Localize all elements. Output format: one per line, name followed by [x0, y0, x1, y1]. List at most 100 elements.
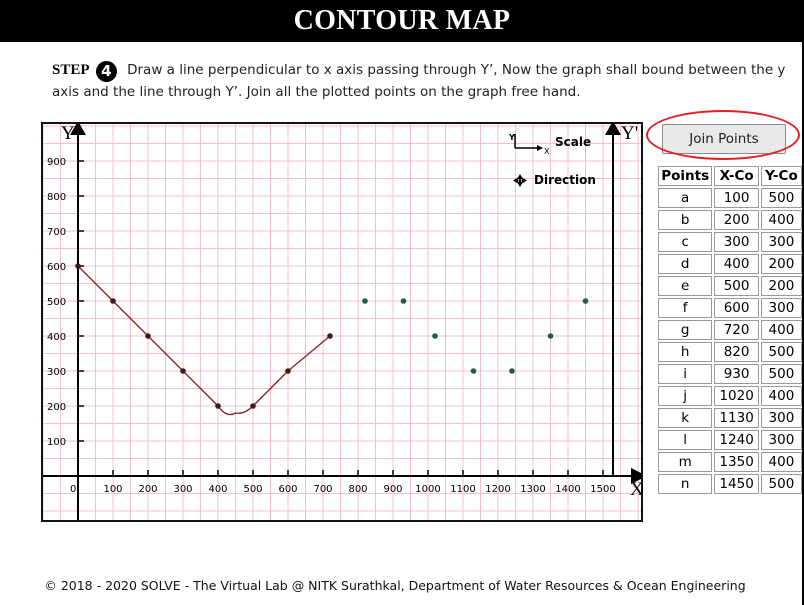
scale-icon-y: Y	[508, 133, 515, 142]
point-label-cell: i	[658, 364, 713, 384]
axis-tick-labels: 100 200 300 400 500 600 700 800 900 1000 1100 1200 1…	[47, 157, 616, 495]
table-row: c 300 300	[658, 232, 802, 252]
x-tick-label: 400	[208, 484, 227, 495]
scale-axes-icon: Y X	[508, 133, 550, 156]
y-axis-arrow-icon	[70, 124, 86, 135]
page-title: CONTOUR MAP	[293, 5, 511, 36]
contour-plot-svg[interactable]: 100 200 300 400 500 600 700 800 900 1000 1100 1200 1…	[43, 124, 641, 520]
data-point	[215, 403, 221, 409]
contour-plot-area[interactable]: 100 200 300 400 500 600 700 800 900 1000 1100 1200 1…	[41, 122, 643, 522]
x-tick-label: 1200	[485, 484, 510, 495]
footer-copyright: © 2018 - 2020 SOLVE - The Virtual Lab @ …	[44, 578, 746, 593]
x-tick-label: 1300	[520, 484, 545, 495]
point-label-cell: c	[658, 232, 713, 252]
y-tick-label: 900	[47, 157, 66, 168]
direction-legend: Direction	[513, 173, 596, 187]
x-coordinate-cell: 1020	[714, 386, 759, 406]
y-tick-label: 400	[47, 332, 66, 343]
y-prime-arrow-icon	[605, 124, 621, 135]
point-label-cell: d	[658, 254, 713, 274]
data-point	[75, 263, 81, 269]
scale-legend: Y X Scale	[508, 133, 591, 156]
plotted-points	[75, 263, 589, 409]
plot-axes	[43, 124, 641, 520]
x-tick-label: 1000	[415, 484, 440, 495]
origin-label: 0	[70, 484, 76, 495]
y-coordinate-cell: 400	[760, 386, 802, 406]
table-row: n 1450 500	[658, 474, 802, 494]
y-coordinate-cell: 500	[760, 342, 802, 362]
table-row: e 500 200	[658, 276, 802, 296]
x-tick-label: 500	[243, 484, 262, 495]
x-coordinate-cell: 500	[714, 276, 759, 296]
y-tick-label: 300	[47, 367, 66, 378]
x-coordinate-cell: 1350	[714, 452, 759, 472]
y-coordinate-cell: 500	[760, 474, 802, 494]
step-instructions: STEP 4 Draw a line perpendicular to x ax…	[52, 60, 792, 103]
data-point	[180, 368, 186, 374]
data-point	[432, 333, 438, 339]
y-coordinate-cell: 400	[760, 320, 802, 340]
data-point	[362, 298, 368, 304]
x-coordinate-cell: 930	[714, 364, 759, 384]
x-coordinate-cell: 1130	[714, 408, 759, 428]
y-coordinate-cell: 200	[760, 276, 802, 296]
table-row: i 930 500	[658, 364, 802, 384]
table-row: l 1240 300	[658, 430, 802, 450]
x-tick-label: 100	[103, 484, 122, 495]
y-coordinate-cell: 400	[760, 452, 802, 472]
y-axis-label: Y	[61, 124, 75, 144]
y-tick-label: 200	[47, 402, 66, 413]
y-tick-label: 600	[47, 262, 66, 273]
point-label-cell: g	[658, 320, 713, 340]
point-label-cell: h	[658, 342, 713, 362]
join-points-button[interactable]: Join Points	[662, 124, 786, 154]
step-text: Draw a line perpendicular to x axis pass…	[52, 62, 786, 100]
column-header-points: Points	[658, 166, 713, 186]
table-row: b 200 400	[658, 210, 802, 230]
x-tick-label: 200	[138, 484, 157, 495]
x-coordinate-cell: 820	[714, 342, 759, 362]
scale-label: Scale	[555, 135, 591, 149]
y-coordinate-cell: 300	[760, 298, 802, 318]
y-tick-label: 500	[47, 297, 66, 308]
x-tick-label: 1400	[555, 484, 580, 495]
x-coordinate-cell: 100	[714, 188, 759, 208]
x-coordinate-cell: 600	[714, 298, 759, 318]
scale-icon-x: X	[544, 147, 550, 156]
table-row: f 600 300	[658, 298, 802, 318]
direction-compass-icon	[513, 174, 527, 187]
point-label-cell: a	[658, 188, 713, 208]
y-prime-label: Y'	[621, 124, 638, 144]
y-coordinate-cell: 300	[760, 408, 802, 428]
y-tick-label: 700	[47, 227, 66, 238]
table-row: d 400 200	[658, 254, 802, 274]
x-tick-label: 1500	[590, 484, 615, 495]
x-tick-label: 300	[173, 484, 192, 495]
x-tick-label: 600	[278, 484, 297, 495]
y-coordinate-cell: 300	[760, 232, 802, 252]
y-tick-label: 100	[47, 437, 66, 448]
step-label: STEP	[52, 62, 90, 78]
data-point	[582, 298, 589, 304]
x-tick-label: 800	[348, 484, 367, 495]
x-tick-label: 700	[313, 484, 332, 495]
app-header: CONTOUR MAP	[0, 0, 804, 42]
data-point	[400, 298, 407, 304]
data-point	[145, 333, 151, 339]
point-label-cell: m	[658, 452, 713, 472]
plot-grid	[43, 124, 641, 520]
coordinates-table: Points X-Co Y-Co a 100 500 b 200 400 c 300 300 d 4…	[656, 164, 804, 496]
x-coordinate-cell: 1450	[714, 474, 759, 494]
frame-border	[802, 42, 804, 605]
x-tick-label: 1100	[450, 484, 475, 495]
data-point	[509, 368, 515, 374]
point-label-cell: n	[658, 474, 713, 494]
data-point	[327, 333, 333, 339]
point-label-cell: e	[658, 276, 713, 296]
data-point	[110, 298, 116, 304]
x-tick-label: 900	[383, 484, 402, 495]
direction-label: Direction	[534, 173, 596, 187]
table-row: m 1350 400	[658, 452, 802, 472]
data-point	[285, 368, 291, 374]
